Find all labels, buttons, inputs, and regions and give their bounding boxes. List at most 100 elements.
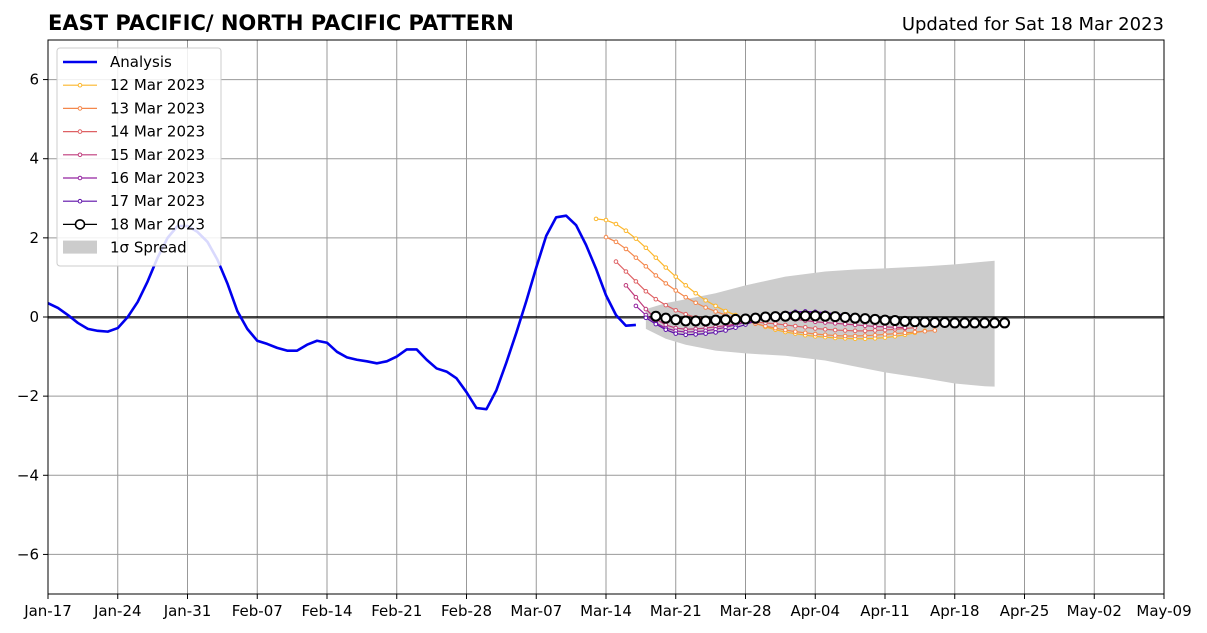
forecast-point [783,322,788,328]
forecast-point [852,333,858,339]
forecast-point [832,333,838,338]
forecast-point [720,314,732,326]
analysis-line [47,214,636,411]
forecast-point [633,236,639,241]
y-tick-label: −6 [17,545,39,563]
forecast-point [693,290,698,296]
forecast-point [700,315,712,327]
legend-swatch-marker [77,152,83,158]
forecast-point [683,294,689,300]
forecast-point [839,311,851,323]
legend-label: 1σ Spread [110,239,187,257]
forecast-point [822,332,828,338]
x-tick-label: Jan-31 [163,602,212,620]
forecast-point [653,273,659,278]
x-tick-label: Apr-04 [791,602,841,620]
forecast-point [909,316,921,328]
forecast-point [623,283,629,288]
forecast-point [680,315,692,327]
x-tick-label: Jan-24 [93,602,142,620]
forecast-point [593,216,599,222]
forecast-point [862,323,868,329]
forecast-point [999,317,1011,329]
chart-subtitle: Updated for Sat 18 Mar 2023 [902,14,1164,35]
forecast-point [710,314,722,326]
forecast-point [643,306,649,312]
forecast-point [869,313,881,325]
forecast-point [683,283,689,288]
forecast-point [899,315,911,327]
forecast-point [799,310,811,322]
forecast-point [902,330,908,336]
x-tick-label: Feb-07 [232,602,283,620]
forecast-point [802,324,808,330]
legend-box [56,47,222,267]
forecast-point [643,288,649,294]
forecast-point [633,279,639,284]
x-tick-label: May-09 [1136,602,1191,620]
legend-swatch-marker [74,219,86,230]
x-tick-label: May-02 [1067,602,1122,620]
forecast-point [653,321,659,327]
forecast-point [989,317,1001,329]
forecast-point [872,328,878,333]
legend-label: 14 Mar 2023 [110,123,205,141]
legend-label: 17 Mar 2023 [110,192,205,210]
forecast-point [959,317,971,329]
forecast-point [882,332,888,337]
forecast-point [673,274,679,279]
legend-swatch-marker [77,82,83,88]
legend-label: Analysis [110,53,172,71]
forecast-point [723,308,728,314]
forecast-point [603,217,609,223]
forecast-point [660,312,672,324]
forecast-point [912,329,918,335]
forecast-point [819,310,831,322]
forecast-point [650,310,662,322]
forecast-point [613,239,619,245]
forecast-point [759,311,771,323]
forecast-point [979,317,991,329]
forecast-point [773,325,778,331]
legend-swatch-marker [77,198,83,204]
forecast-point [643,315,649,321]
forecast-point [812,326,818,331]
forecast-point [969,317,981,329]
forecast-point [862,333,868,338]
legend-label: 13 Mar 2023 [110,99,205,117]
forecast-point [693,300,698,306]
forecast-point [683,332,689,338]
x-tick-label: Mar-21 [650,602,702,620]
forecast-point [932,328,938,333]
y-tick-label: 6 [29,71,39,89]
forecast-point [922,328,928,334]
forecast-point [623,228,629,234]
y-tick-label: 2 [29,229,39,247]
forecast-point [633,294,639,300]
forecast-point [740,313,751,325]
forecast-point [663,265,669,270]
forecast-point [949,317,961,329]
forecast-point [673,307,679,313]
forecast-point [703,298,708,303]
forecast-point [663,327,669,332]
forecast-point [793,329,798,334]
x-tick-label: Mar-07 [510,602,562,620]
y-tick-label: −2 [17,387,39,405]
forecast-point [603,234,609,240]
forecast-point [769,311,781,323]
forecast-point [613,221,619,227]
spread-band [645,260,995,387]
forecast-point [713,303,718,309]
forecast-point [633,303,639,309]
x-tick-label: Mar-14 [580,602,632,620]
forecast-point [663,281,669,286]
forecast-point [919,316,931,328]
x-tick-label: Apr-25 [1000,602,1050,620]
legend-swatch-marker [77,106,83,111]
legend-swatch-patch [63,240,97,254]
forecast-point [613,259,619,264]
forecast-point [730,313,742,325]
forecast-point [749,312,761,324]
